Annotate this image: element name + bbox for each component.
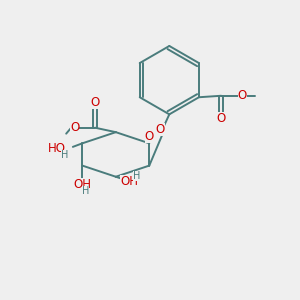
Text: O: O — [70, 121, 79, 134]
Text: O: O — [238, 89, 247, 102]
Text: O: O — [90, 96, 100, 109]
Text: O: O — [156, 123, 165, 136]
Text: OH: OH — [121, 175, 139, 188]
Text: OH: OH — [74, 178, 92, 191]
Text: O: O — [145, 130, 154, 143]
Text: H: H — [61, 150, 69, 160]
Text: O: O — [217, 112, 226, 124]
Text: HO: HO — [48, 142, 66, 155]
Text: H: H — [133, 171, 140, 181]
Text: H: H — [82, 187, 89, 196]
